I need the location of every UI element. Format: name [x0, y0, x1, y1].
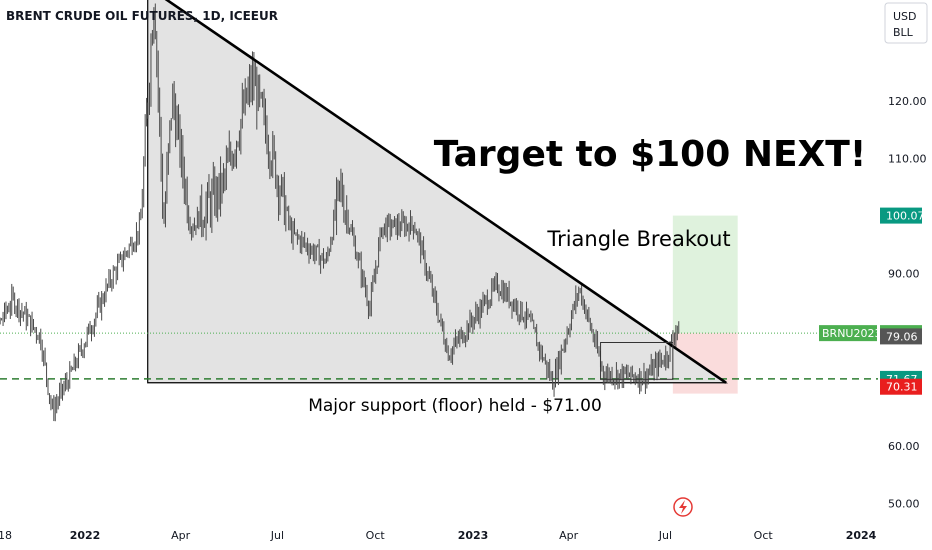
price-tag-box [880, 207, 922, 224]
x-tick-label: Oct [754, 529, 774, 542]
price-tag-value: 79.06 [886, 330, 918, 343]
time-axis[interactable]: 18 2022 Apr Jul Oct 2023 Apr Jul Oct 2024 [0, 529, 877, 542]
price-tag-value: 70.31 [886, 381, 918, 394]
x-tick-label: Apr [171, 529, 191, 542]
x-tick-label: Jul [270, 529, 284, 542]
target-annotation: Target to $100 NEXT! [434, 134, 867, 175]
x-tick-label: Oct [366, 529, 386, 542]
x-tick-label: 2022 [70, 529, 101, 542]
price-tag: 100.07 [880, 207, 925, 224]
y-tick-label: 90.00 [888, 268, 920, 281]
price-tag-value: 100.07 [886, 210, 925, 223]
x-tick-label: Apr [559, 529, 579, 542]
price-tag-box [880, 328, 922, 345]
x-tick-label: 2024 [846, 529, 877, 542]
currency-box[interactable] [884, 2, 928, 44]
y-tick-label: 60.00 [888, 440, 920, 453]
price-tag-box [880, 378, 922, 395]
price-tag-label-box [819, 325, 877, 342]
unit-label: BLL [893, 26, 914, 39]
price-tag-label: BRNU2023 [822, 327, 881, 340]
plot-area[interactable] [0, 0, 878, 422]
x-tick-label: 2023 [458, 529, 489, 542]
price-tag: 79.06 [880, 328, 922, 345]
price-tag: 70.31 [880, 378, 922, 395]
breakout-annotation: Triangle Breakout [546, 227, 730, 251]
trend-line [164, 0, 727, 384]
chart-title: BRENT CRUDE OIL FUTURES, 1D, ICEEUR [6, 9, 278, 23]
currency-label: USD [893, 10, 917, 23]
consolidation-box [600, 342, 674, 380]
lightning-icon[interactable] [673, 497, 693, 517]
x-tick-label: 18 [0, 529, 12, 542]
y-tick-label: 110.00 [888, 153, 927, 166]
candles [0, 3, 680, 422]
price-axis[interactable]: USD BLL 120.00 110.00 90.00 60.00 50.00 100.… [819, 2, 928, 511]
target-zone [672, 215, 738, 334]
descending-triangle [147, 0, 728, 384]
y-tick-label: 120.00 [888, 95, 927, 108]
y-tick-label: 50.00 [888, 498, 920, 511]
support-annotation: Major support (floor) held - $71.00 [308, 396, 602, 416]
x-tick-label: Jul [658, 529, 672, 542]
